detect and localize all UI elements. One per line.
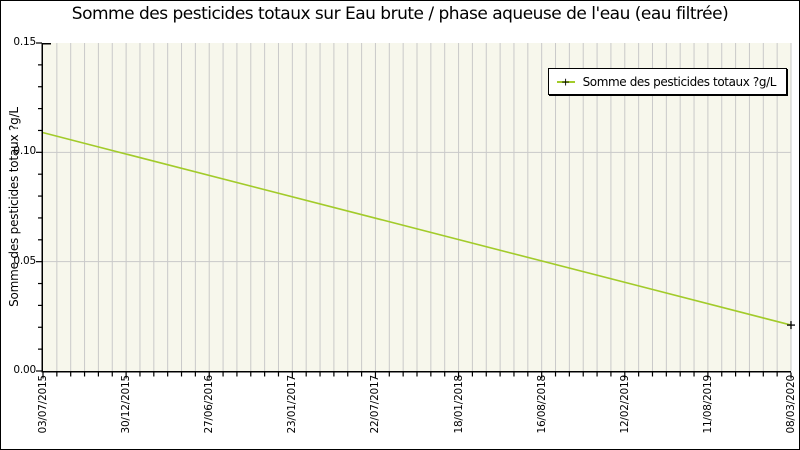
x-tick-label: 22/07/2017 [369,375,382,434]
legend: + Somme des pesticides totaux ?g/L [547,68,787,95]
x-tick-label: 23/01/2017 [286,375,299,434]
x-tick-label: 16/08/2018 [535,375,548,434]
legend-line-plus-icon: + [556,75,575,88]
x-tick-label: 03/07/2015 [37,375,49,434]
legend-label: Somme des pesticides totaux ?g/L [582,74,777,89]
trend-line [42,131,792,326]
x-tick-label: 11/08/2019 [701,375,714,434]
legend-line-sample [556,80,575,83]
x-tick-label: 12/02/2019 [618,375,631,434]
y-tick-label: 0.10 [13,145,36,158]
chart-title: Somme des pesticides totaux sur Eau brut… [71,4,729,24]
x-tick-label: 18/01/2018 [452,375,465,434]
x-tick-label: 27/06/2016 [203,375,216,434]
y-tick-label: 0.00 [13,364,36,376]
y-tick-label: 0.05 [13,254,36,267]
x-tick-label: 30/12/2015 [120,375,133,434]
legend-plus-marker: + [560,75,571,88]
y-tick-label: 0.15 [13,36,36,48]
x-tick-label: 08/03/2020 [785,375,797,434]
